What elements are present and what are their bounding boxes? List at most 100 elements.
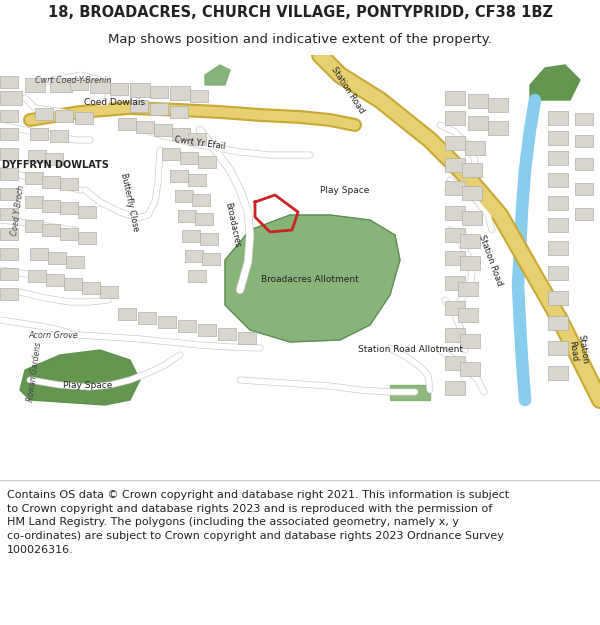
- Polygon shape: [0, 268, 18, 280]
- Polygon shape: [188, 270, 206, 282]
- Polygon shape: [30, 128, 48, 140]
- Polygon shape: [0, 168, 18, 180]
- Polygon shape: [198, 324, 216, 336]
- Polygon shape: [30, 248, 48, 260]
- Polygon shape: [445, 181, 465, 195]
- Polygon shape: [488, 121, 508, 135]
- Text: Cwrt Yr Efail: Cwrt Yr Efail: [174, 135, 226, 151]
- Polygon shape: [530, 65, 580, 100]
- Polygon shape: [575, 208, 593, 220]
- Polygon shape: [445, 158, 465, 172]
- Polygon shape: [575, 183, 593, 195]
- Polygon shape: [445, 111, 465, 125]
- Polygon shape: [100, 286, 118, 298]
- Polygon shape: [25, 172, 43, 184]
- Polygon shape: [118, 118, 136, 130]
- Polygon shape: [548, 131, 568, 145]
- Polygon shape: [445, 301, 465, 315]
- Polygon shape: [78, 206, 96, 218]
- Polygon shape: [192, 194, 210, 206]
- Polygon shape: [190, 90, 208, 102]
- Polygon shape: [78, 232, 96, 244]
- Polygon shape: [158, 316, 176, 328]
- Polygon shape: [60, 228, 78, 240]
- Polygon shape: [462, 163, 482, 177]
- Polygon shape: [110, 83, 128, 95]
- Polygon shape: [45, 153, 63, 165]
- Polygon shape: [445, 328, 465, 342]
- Polygon shape: [90, 79, 110, 93]
- Polygon shape: [548, 151, 568, 165]
- Polygon shape: [548, 341, 568, 355]
- Polygon shape: [25, 78, 45, 92]
- Polygon shape: [465, 141, 485, 155]
- Polygon shape: [548, 111, 568, 125]
- Text: Broadacres Allotment: Broadacres Allotment: [261, 276, 359, 284]
- Polygon shape: [150, 103, 168, 115]
- Polygon shape: [170, 86, 190, 100]
- Polygon shape: [548, 241, 568, 255]
- Text: Station Road: Station Road: [329, 65, 367, 115]
- Polygon shape: [25, 196, 43, 208]
- Polygon shape: [118, 308, 136, 320]
- Polygon shape: [28, 270, 46, 282]
- Polygon shape: [445, 136, 465, 150]
- Polygon shape: [0, 91, 22, 105]
- Polygon shape: [75, 112, 93, 124]
- Polygon shape: [460, 362, 480, 376]
- Text: Station Road: Station Road: [476, 233, 503, 287]
- Text: Butterfly Close: Butterfly Close: [119, 172, 140, 232]
- Polygon shape: [0, 110, 18, 122]
- Polygon shape: [188, 174, 206, 186]
- Polygon shape: [188, 133, 206, 145]
- Polygon shape: [50, 130, 68, 142]
- Text: Play Space: Play Space: [64, 381, 113, 389]
- Text: DYFFRYN DOWLATS: DYFFRYN DOWLATS: [2, 160, 109, 170]
- Polygon shape: [462, 186, 482, 200]
- Polygon shape: [182, 230, 200, 242]
- Polygon shape: [548, 196, 568, 210]
- Polygon shape: [548, 316, 568, 330]
- Polygon shape: [445, 276, 465, 290]
- Polygon shape: [218, 328, 236, 340]
- Polygon shape: [48, 252, 66, 264]
- Polygon shape: [445, 206, 465, 220]
- Polygon shape: [42, 200, 60, 212]
- Polygon shape: [130, 83, 150, 97]
- Polygon shape: [488, 98, 508, 112]
- Text: Station
Road: Station Road: [566, 334, 590, 366]
- Polygon shape: [548, 266, 568, 280]
- Polygon shape: [468, 94, 488, 108]
- Polygon shape: [195, 213, 213, 225]
- Polygon shape: [575, 135, 593, 147]
- Polygon shape: [178, 210, 196, 222]
- Polygon shape: [138, 312, 156, 324]
- Polygon shape: [390, 385, 430, 400]
- Polygon shape: [575, 113, 593, 125]
- Polygon shape: [458, 282, 478, 296]
- Polygon shape: [0, 248, 18, 260]
- Polygon shape: [154, 124, 172, 136]
- Polygon shape: [82, 282, 100, 294]
- Text: Map shows position and indicative extent of the property.: Map shows position and indicative extent…: [108, 33, 492, 46]
- Polygon shape: [178, 320, 196, 332]
- Polygon shape: [180, 152, 198, 164]
- Polygon shape: [66, 256, 84, 268]
- Polygon shape: [42, 224, 60, 236]
- Polygon shape: [55, 110, 73, 122]
- Text: Broadacres: Broadacres: [223, 202, 241, 248]
- Polygon shape: [445, 91, 465, 105]
- Polygon shape: [198, 156, 216, 168]
- Polygon shape: [225, 215, 400, 342]
- Polygon shape: [35, 108, 53, 120]
- Polygon shape: [42, 176, 60, 188]
- Polygon shape: [130, 100, 148, 112]
- Text: Contains OS data © Crown copyright and database right 2021. This information is : Contains OS data © Crown copyright and d…: [7, 490, 509, 554]
- Text: Coed Dowlais: Coed Dowlais: [85, 98, 146, 107]
- Polygon shape: [60, 202, 78, 214]
- Polygon shape: [548, 291, 568, 305]
- Text: Play Space: Play Space: [320, 186, 370, 194]
- Polygon shape: [205, 65, 230, 85]
- Polygon shape: [0, 148, 18, 160]
- Polygon shape: [0, 228, 18, 240]
